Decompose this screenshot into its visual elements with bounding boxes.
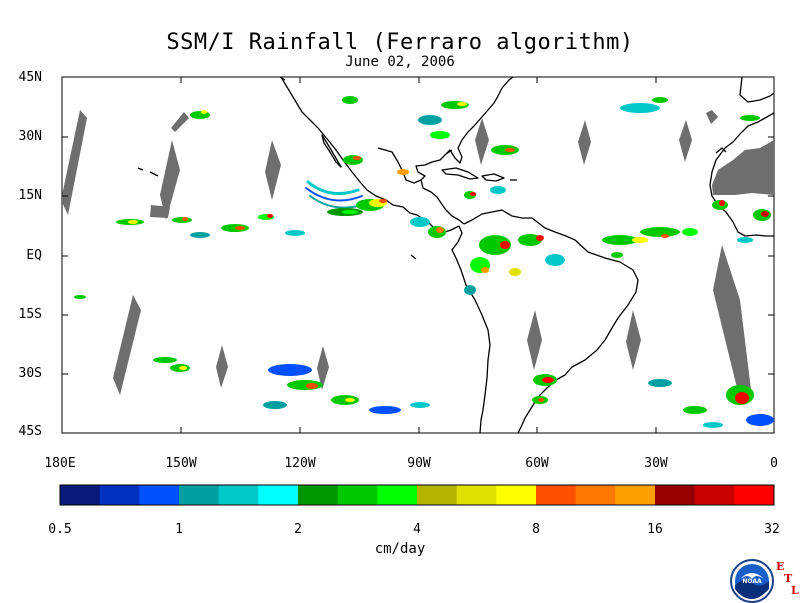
- colorbar-swatch: [496, 485, 537, 505]
- lon-label-120w: 120W: [284, 456, 316, 471]
- map-frame: [61, 76, 775, 434]
- colorbar-swatch: [377, 485, 418, 505]
- lon-label-90w: 90W: [407, 456, 431, 471]
- colorbar-swatch: [694, 485, 735, 505]
- lon-label-0: 0: [770, 456, 778, 471]
- colorbar-swatch: [536, 485, 577, 505]
- lat-label-45s: 45S: [18, 424, 42, 439]
- etl-letter-t: T: [784, 572, 793, 585]
- lon-label-60w: 60W: [525, 456, 549, 471]
- colorbar-units: cm/day: [374, 541, 426, 557]
- rain-cells: [74, 96, 774, 428]
- africa-gray-area: [706, 110, 774, 195]
- colorbar-swatch: [218, 485, 259, 505]
- colorbar-swatch: [60, 485, 101, 505]
- lat-label-30s: 30S: [18, 366, 42, 381]
- colorbar-label-16: 16: [647, 522, 663, 537]
- colorbar-frame: [59, 484, 775, 506]
- colorbar-swatch: [615, 485, 656, 505]
- colorbar-label-0-5: 0.5: [48, 522, 72, 537]
- colorbar-swatch: [139, 485, 180, 505]
- noaa-logo: NOAA: [730, 559, 774, 603]
- colorbar-label-8: 8: [532, 522, 540, 537]
- etl-letter-e: E: [776, 560, 785, 573]
- colorbar-label-4: 4: [413, 522, 421, 537]
- lon-label-150w: 150W: [165, 456, 197, 471]
- colorbar-swatch: [734, 485, 775, 505]
- colorbar-swatch: [456, 485, 497, 505]
- lat-label-eq: EQ: [26, 248, 42, 263]
- colorbar-label-32: 32: [764, 522, 780, 537]
- lat-label-30n: 30N: [18, 129, 42, 144]
- map-title: SSM/I Rainfall (Ferraro algorithm): [166, 30, 634, 55]
- noaa-logo-text: NOAA: [742, 578, 762, 585]
- colorbar-swatch: [417, 485, 458, 505]
- colorbar-label-1: 1: [175, 522, 183, 537]
- colorbar-swatch: [575, 485, 616, 505]
- colorbar-swatch: [298, 485, 339, 505]
- etl-letter-l: L: [791, 584, 799, 597]
- colorbar-swatch: [99, 485, 140, 505]
- colorbar: [60, 485, 775, 505]
- colorbar-swatch: [179, 485, 220, 505]
- map-date: June 02, 2006: [345, 54, 455, 70]
- coastlines: [137, 77, 774, 433]
- lat-label-15s: 15S: [18, 307, 42, 322]
- colorbar-swatch: [258, 485, 299, 505]
- lat-label-15n: 15N: [18, 188, 42, 203]
- data-gap-swaths: [62, 110, 752, 398]
- lon-label-30w: 30W: [644, 456, 668, 471]
- colorbar-swatch: [655, 485, 696, 505]
- lat-label-45n: 45N: [18, 70, 42, 85]
- colorbar-label-2: 2: [294, 522, 302, 537]
- lon-label-180e: 180E: [44, 456, 76, 471]
- colorbar-swatch: [337, 485, 378, 505]
- axis-ticks: [61, 76, 775, 434]
